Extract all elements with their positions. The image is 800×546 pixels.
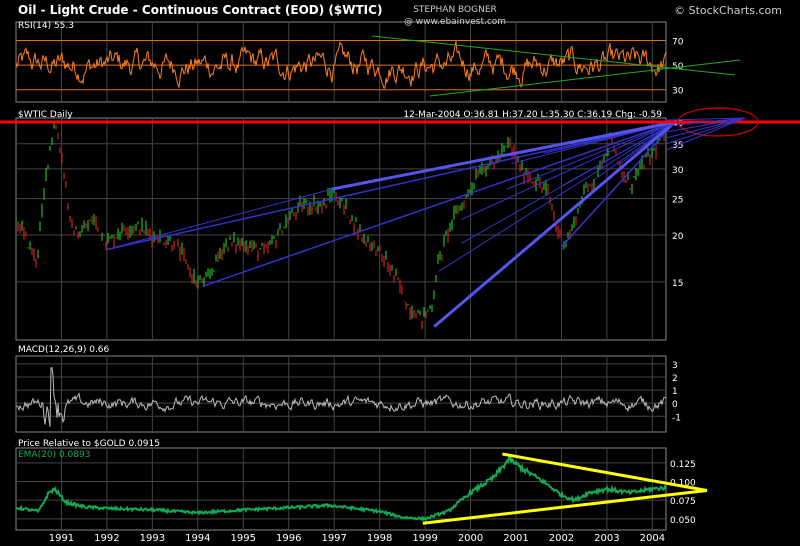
fan-line	[202, 121, 676, 287]
rsi-line	[15, 41, 667, 89]
rsi-tick-label: 30	[672, 87, 684, 97]
fan-ray	[665, 117, 746, 139]
x-tick-label: 2001	[503, 533, 528, 544]
macd-panel-frame	[15, 355, 667, 433]
x-tick-label: 1996	[276, 533, 301, 544]
fan-line	[106, 188, 333, 250]
website-label: @ www.ebainvest.com	[404, 17, 506, 27]
apex-ellipse	[677, 107, 759, 137]
relative-tick-label: 0.125	[670, 460, 696, 470]
rsi-label: RSI(14) 55.3	[18, 21, 74, 31]
macd-label: MACD(12,26,9) 0.66	[18, 345, 110, 355]
fan-ray	[665, 117, 746, 121]
x-tick-label: 1998	[367, 533, 392, 544]
fan-ray	[438, 121, 676, 272]
macd-tick-label: 3	[672, 361, 678, 371]
x-tick-label: 1994	[185, 533, 210, 544]
triangle-upper-line	[502, 452, 708, 492]
macd-tick-label: -1	[672, 413, 681, 423]
fan-line-major	[331, 120, 676, 191]
fan-ray	[561, 121, 676, 187]
x-tick-label: 1999	[412, 533, 437, 544]
relative-line	[15, 455, 667, 522]
fan-line	[106, 121, 676, 251]
x-tick-label: 1993	[140, 533, 165, 544]
x-tick-label: 2002	[549, 533, 574, 544]
macd-tick-label: 0	[672, 400, 678, 410]
price-panel-frame	[15, 117, 667, 341]
price-label: $WTIC Daily	[18, 110, 73, 120]
relative-tick-label: 0.100	[670, 479, 696, 489]
fan-ray	[665, 117, 746, 151]
macd-tick-label: 2	[672, 374, 678, 384]
price-tick-label: 30	[672, 166, 684, 176]
x-tick-label: 1992	[94, 533, 119, 544]
fan-ray	[665, 117, 746, 145]
fan-ray	[665, 117, 746, 133]
x-tick-label: 2003	[594, 533, 619, 544]
copyright-label: © StockCharts.com	[674, 4, 782, 17]
fan-ray	[461, 121, 676, 220]
rsi-tick-label: 70	[672, 37, 684, 47]
relative-tick-label: 0.075	[670, 497, 696, 507]
author-label: STEPHAN BOGNER	[413, 5, 497, 15]
page-title: Oil - Light Crude - Continuous Contract …	[18, 3, 382, 17]
macd-tick-label: 1	[672, 387, 678, 397]
x-tick-label: 1995	[231, 533, 256, 544]
relative-label: Price Relative to $GOLD 0.0915	[18, 439, 160, 449]
rsi-trendline-upper	[371, 35, 736, 76]
fan-line	[560, 121, 676, 248]
relative-ema-label: EMA(20) 0.0893	[18, 450, 90, 460]
x-tick-label: 2000	[458, 533, 483, 544]
relative-tick-label: 0.050	[670, 516, 696, 526]
x-tick-label: 2004	[640, 533, 665, 544]
x-tick-label: 1991	[49, 533, 74, 544]
price-tick-label: 20	[672, 232, 684, 242]
fan-ray	[506, 121, 676, 190]
price-info-label: 12-Mar-2004 O:36.81 H:37.20 L:35.30 C:36…	[403, 110, 662, 120]
price-tick-label: 25	[672, 196, 683, 206]
price-tick-label: 15	[672, 279, 683, 289]
x-tick-label: 1997	[321, 533, 346, 544]
rsi-trendline-lower	[429, 59, 741, 97]
macd-line	[15, 367, 667, 427]
fan-line-major	[433, 120, 677, 328]
triangle-lower-line	[422, 489, 708, 525]
fan-ray	[665, 117, 746, 127]
rel-panel-frame	[15, 447, 667, 531]
